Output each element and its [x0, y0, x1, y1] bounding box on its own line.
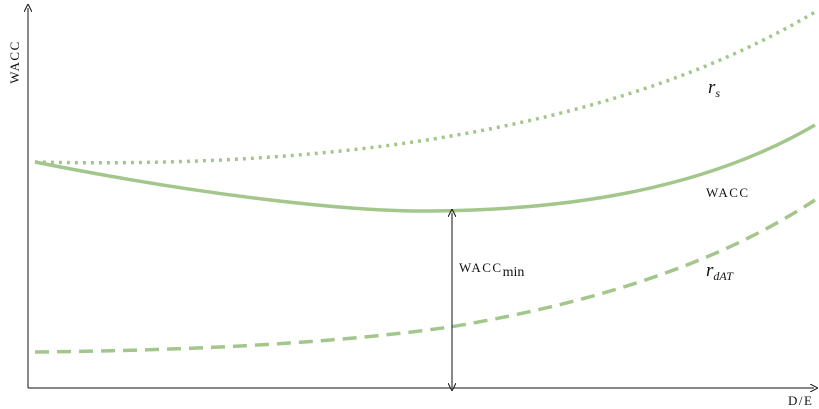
label-sub: min — [503, 265, 525, 280]
label-sub: s — [715, 86, 720, 100]
y-axis-label: WACC — [7, 40, 22, 84]
wacc-min-label: WACCmin — [459, 260, 524, 280]
wacc-label: WACC — [706, 185, 750, 200]
label-main: WACC — [459, 260, 503, 275]
label-main: r — [708, 77, 716, 98]
label-main: r — [706, 260, 714, 281]
rdat-label: rdAT — [706, 260, 734, 283]
rdat-curve — [34, 198, 816, 354]
x-axis-label: D/E — [788, 393, 813, 408]
rs-curve — [34, 10, 816, 165]
wacc-curve — [34, 123, 816, 213]
label-sub: dAT — [713, 269, 734, 283]
rs-label: rs — [708, 77, 720, 100]
